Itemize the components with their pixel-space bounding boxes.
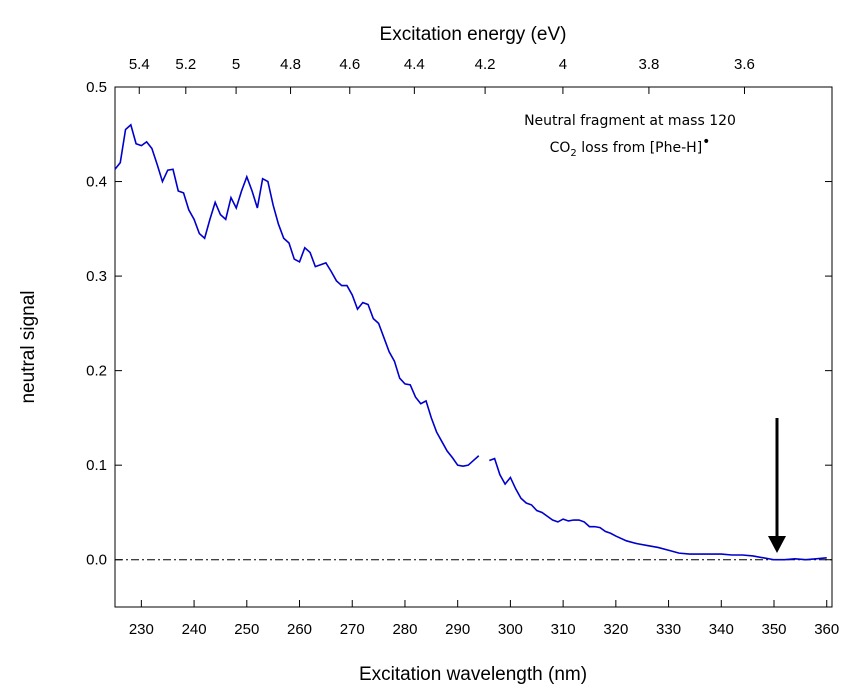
x-tick-label: 310 <box>551 621 576 638</box>
x-tick-label: 260 <box>287 621 312 638</box>
x2-tick-label: 4 <box>559 56 567 73</box>
data-line <box>114 123 480 467</box>
x-tick-label: 300 <box>498 621 523 638</box>
x-tick-label: 280 <box>392 621 417 638</box>
data-line <box>489 457 827 561</box>
x-tick-label: 360 <box>814 621 839 638</box>
x-tick-label: 270 <box>340 621 365 638</box>
annotation-part: 2 <box>570 148 576 159</box>
y-tick-label: 0.2 <box>86 363 107 380</box>
x-tick-label: 320 <box>603 621 628 638</box>
x-tick-label: 330 <box>656 621 681 638</box>
x-tick-label: 240 <box>182 621 207 638</box>
y-axis-label: neutral signal <box>18 290 39 403</box>
x2-tick-label: 5.2 <box>175 56 196 73</box>
x2-tick-label: 4.8 <box>280 56 301 73</box>
x2-tick-label: 4.2 <box>475 56 496 73</box>
x2-tick-label: 3.6 <box>734 56 755 73</box>
x-tick-label: 250 <box>234 621 259 638</box>
x-tick-label: 290 <box>445 621 470 638</box>
x-tick-label: 340 <box>709 621 734 638</box>
x2-tick-label: 5 <box>232 56 240 73</box>
plot-frame <box>114 86 833 608</box>
y-tick-label: 0.0 <box>86 552 107 569</box>
annotation: Neutral fragment at mass 120 <box>524 113 736 129</box>
x-axis-label: Excitation wavelength (nm) <box>359 664 587 685</box>
x-tick-label: 350 <box>761 621 786 638</box>
y-tick-label: 0.4 <box>86 174 107 191</box>
annotation: CO2 loss from [Phe-H]• <box>550 134 711 159</box>
arrow <box>768 418 786 553</box>
x2-tick-label: 5.4 <box>129 56 150 73</box>
x2-tick-label: 3.8 <box>638 56 659 73</box>
annotation-part: CO <box>550 140 571 156</box>
y-tick-label: 0.1 <box>86 457 107 474</box>
x2-tick-label: 4.4 <box>404 56 425 73</box>
annotation-part: loss from [Phe-H] <box>577 140 702 156</box>
annotation-part: • <box>702 134 710 150</box>
y-tick-label: 0.5 <box>86 79 107 96</box>
y-tick-label: 0.3 <box>86 268 107 285</box>
x-tick-label: 230 <box>129 621 154 638</box>
x2-axis-label: Excitation energy (eV) <box>380 24 567 45</box>
x2-tick-label: 4.6 <box>339 56 360 73</box>
